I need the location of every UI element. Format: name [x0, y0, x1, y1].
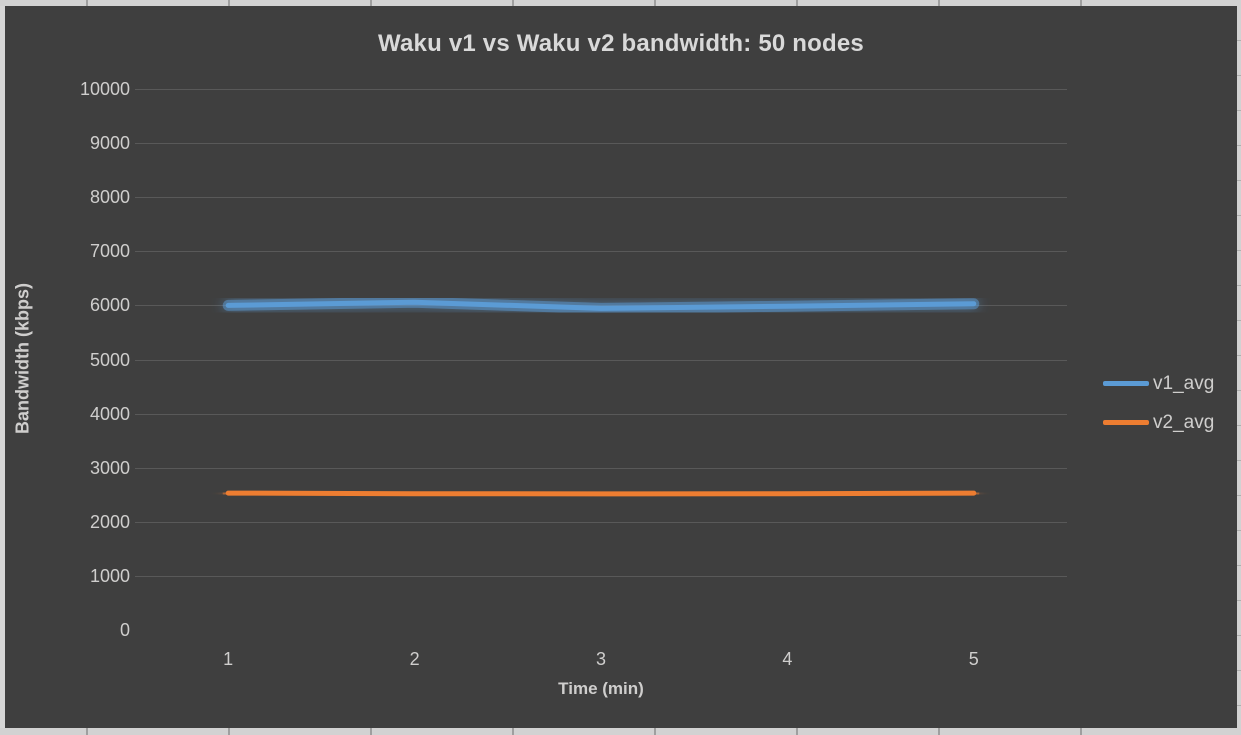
- y-tick-label: 6000: [89, 295, 130, 316]
- y-tick-label: 1000: [89, 565, 130, 586]
- legend-swatch-v1_avg: [1103, 381, 1149, 386]
- series-line-v1_avg[interactable]: [225, 299, 977, 311]
- chart-object[interactable]: Waku v1 vs Waku v2 bandwidth: 50 nodes 0…: [5, 6, 1237, 728]
- gridline: [135, 413, 1067, 415]
- gridline: [135, 521, 1067, 523]
- y-tick-label: 3000: [89, 457, 130, 478]
- gridline: [135, 575, 1067, 577]
- gridline: [135, 251, 1067, 253]
- y-tick-label: 4000: [89, 403, 130, 424]
- y-tick-label: 9000: [89, 133, 130, 154]
- legend[interactable]: v1_avg v2_avg: [1103, 364, 1214, 442]
- x-axis-title[interactable]: Time (min): [558, 679, 644, 698]
- legend-label: v2_avg: [1153, 411, 1215, 433]
- plot-area[interactable]: [5, 6, 1237, 728]
- y-tick-label: 7000: [89, 241, 130, 262]
- legend-entry-v2_avg[interactable]: v2_avg: [1103, 403, 1214, 442]
- y-tick-label: 10000: [79, 79, 130, 99]
- x-tick-label: 4: [782, 649, 793, 669]
- legend-label: v1_avg: [1153, 372, 1215, 394]
- x-tick-label: 1: [223, 649, 234, 669]
- y-tick-label: 0: [119, 620, 130, 640]
- chart-title[interactable]: Waku v1 vs Waku v2 bandwidth: 50 nodes: [378, 30, 864, 57]
- sheet-edge-left: [0, 6, 5, 728]
- gridline: [135, 197, 1067, 199]
- x-tick-label: 3: [595, 649, 606, 669]
- x-tick-label: 5: [968, 649, 979, 669]
- legend-entry-v1_avg[interactable]: v1_avg: [1103, 364, 1214, 403]
- y-tick-label: 5000: [89, 349, 130, 370]
- gridline: [135, 89, 1067, 90]
- gridline: [135, 467, 1067, 469]
- gridline: [135, 143, 1067, 145]
- legend-swatch-v2_avg: [1103, 420, 1149, 425]
- y-tick-label: 8000: [89, 187, 130, 208]
- y-tick-label: 2000: [89, 511, 130, 532]
- sheet-edge-right: [1237, 6, 1241, 728]
- sheet-edge-bottom: [0, 728, 1241, 735]
- x-tick-label: 2: [409, 649, 420, 669]
- series-line-v2_avg[interactable]: [225, 490, 977, 497]
- gridline: [135, 359, 1067, 361]
